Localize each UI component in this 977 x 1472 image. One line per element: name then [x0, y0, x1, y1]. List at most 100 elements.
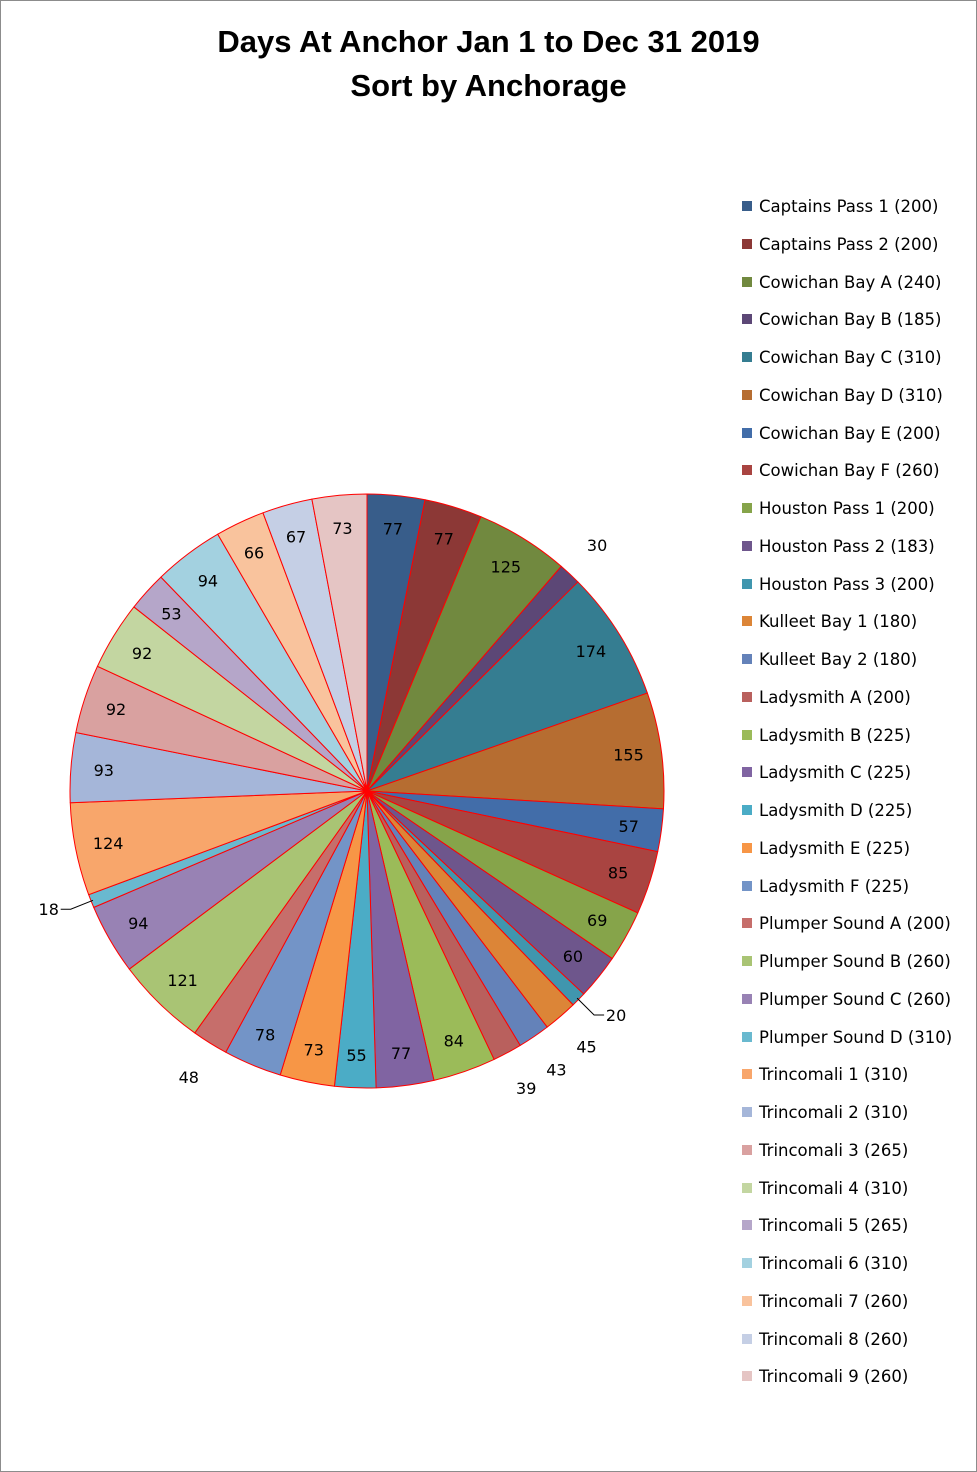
legend-label: Plumper Sound A (200) [759, 914, 951, 934]
legend-label: Plumper Sound B (260) [759, 952, 951, 971]
data-label-trincomali-8: 67 [286, 528, 306, 547]
data-label-trincomali-9: 73 [332, 519, 352, 538]
legend-swatch [742, 729, 752, 740]
pie-slice-cowichan-bay-d [366, 692, 665, 810]
data-label-houston-pass-2: 60 [563, 947, 583, 966]
legend-label: Cowichan Bay D (310) [759, 385, 943, 405]
chart-subtitle: Sort by Anchorage [350, 68, 627, 103]
data-label-cowichan-bay-d: 155 [613, 746, 644, 765]
legend-label: Trincomali 4 (310) [759, 1178, 909, 1198]
legend-swatch [742, 1295, 752, 1306]
legend-swatch [742, 1258, 752, 1268]
leader-line-houston-pass-3 [576, 997, 605, 1016]
pie-slice-trincomali-9 [311, 493, 368, 792]
legend-label: Ladysmith C (225) [759, 763, 912, 783]
data-label-cowichan-bay-c: 174 [576, 642, 607, 661]
legend-swatch [742, 1107, 752, 1117]
legend-swatch [742, 314, 752, 325]
data-label-trincomali-2: 93 [94, 761, 114, 780]
data-label-ladysmith-f: 78 [255, 1026, 275, 1045]
legend-label: Captains Pass 2 (200) [759, 234, 939, 254]
legend-swatch [742, 1220, 752, 1231]
legend-label: Ladysmith E (225) [759, 838, 911, 858]
legend-swatch [742, 956, 752, 966]
data-label-captains-pass-1: 77 [383, 519, 403, 538]
data-label-plumper-sound-a: 48 [179, 1068, 199, 1087]
leader-line-plumper-sound-d [60, 899, 94, 910]
data-label-ladysmith-b: 84 [444, 1031, 464, 1050]
legend-swatch [742, 238, 752, 249]
legend-label: Ladysmith A (200) [759, 687, 911, 707]
data-label-ladysmith-d: 55 [346, 1046, 366, 1065]
legend-label: Kulleet Bay 1 (180) [759, 612, 918, 632]
data-label-ladysmith-e: 73 [304, 1041, 324, 1060]
legend-swatch [742, 201, 752, 211]
pie-slice-cowichan-bay-c [366, 581, 648, 792]
data-label-trincomali-5: 53 [161, 605, 181, 624]
chart-title-line: Days At Anchor Jan 1 to Dec 31 2019 [217, 24, 760, 59]
legend-swatch [742, 616, 752, 627]
legend-label: Ladysmith B (225) [759, 725, 911, 745]
legend-label: Cowichan Bay C (310) [759, 348, 942, 367]
legend-label: Captains Pass 1 (200) [759, 197, 939, 216]
data-label-cowichan-bay-a: 125 [491, 557, 522, 576]
legend-label: Trincomali 3 (265) [759, 1140, 909, 1160]
legend-label: Trincomali 5 (265) [759, 1216, 909, 1236]
data-label-trincomali-1: 124 [93, 834, 124, 853]
legend-swatch [742, 1069, 752, 1080]
legend-swatch [742, 427, 752, 438]
legend-label: Ladysmith D (225) [759, 801, 913, 820]
legend-swatch [742, 352, 752, 362]
legend-swatch [742, 654, 752, 664]
chart-title: Days At Anchor Jan 1 to Dec 31 2019 Sort… [0, 20, 977, 108]
data-label-trincomali-4: 92 [132, 644, 152, 663]
legend-label: Trincomali 8 (260) [759, 1329, 909, 1349]
data-label-kulleet-bay-1: 45 [576, 1038, 596, 1057]
legend-swatch [742, 691, 752, 702]
data-label-ladysmith-c: 77 [391, 1044, 411, 1063]
legend-label: Trincomali 9 (260) [759, 1367, 909, 1387]
legend-swatch [742, 1333, 752, 1344]
legend-label: Cowichan Bay B (185) [759, 310, 942, 330]
data-label-trincomali-3: 92 [106, 700, 126, 719]
legend-swatch [742, 389, 752, 400]
legend-label: Trincomali 6 (310) [759, 1254, 909, 1273]
data-label-captains-pass-2: 77 [434, 529, 454, 548]
legend-swatch [742, 880, 752, 891]
legend-swatch [742, 1182, 752, 1193]
legend-label: Ladysmith F (225) [759, 876, 910, 896]
data-label-houston-pass-3: 20 [606, 1006, 626, 1025]
data-label-trincomali-7: 66 [244, 543, 264, 562]
legend-label: Cowichan Bay F (260) [759, 461, 940, 481]
legend-label: Houston Pass 3 (200) [759, 574, 935, 594]
legend-swatch [742, 993, 752, 1004]
legend-swatch [742, 578, 752, 589]
legend-swatch [742, 767, 752, 778]
data-label-ladysmith-a: 39 [516, 1079, 536, 1098]
legend-label: Kulleet Bay 2 (180) [759, 650, 918, 669]
legend-swatch [742, 503, 752, 513]
legend-label: Plumper Sound D (310) [759, 1027, 953, 1047]
legend-label: Trincomali 2 (310) [759, 1103, 909, 1122]
legend-label: Trincomali 7 (260) [759, 1291, 909, 1311]
data-label-cowichan-bay-f: 85 [608, 864, 628, 883]
legend-swatch [742, 276, 752, 287]
legend-label: Plumper Sound C (260) [759, 989, 952, 1009]
data-label-trincomali-6: 94 [198, 571, 218, 590]
data-label-plumper-sound-d: 18 [39, 900, 59, 919]
legend-label: Cowichan Bay E (200) [759, 423, 941, 443]
legend-swatch [742, 918, 752, 929]
data-label-houston-pass-1: 69 [587, 911, 607, 930]
data-label-kulleet-bay-2: 43 [546, 1061, 566, 1080]
legend-label: Houston Pass 1 (200) [759, 499, 935, 518]
data-label-cowichan-bay-b: 30 [587, 536, 607, 555]
legend-swatch [742, 1371, 752, 1382]
data-label-plumper-sound-b: 121 [167, 971, 198, 990]
data-label-cowichan-bay-e: 57 [619, 817, 639, 836]
legend-swatch [742, 1144, 752, 1155]
legend-swatch [742, 540, 752, 551]
legend-swatch [742, 805, 752, 815]
legend-swatch [742, 1031, 752, 1042]
legend-label: Trincomali 1 (310) [759, 1065, 909, 1085]
